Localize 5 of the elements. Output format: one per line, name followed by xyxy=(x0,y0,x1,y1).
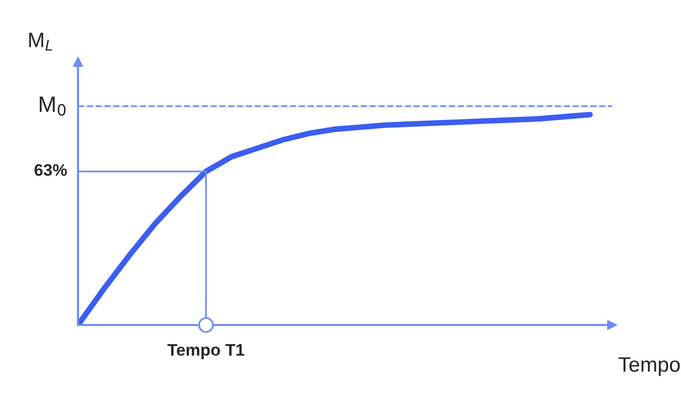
x-axis-title: Tempo xyxy=(618,357,680,376)
text: M$_{0}$ xyxy=(40,96,66,116)
text: Tempo T1 xyxy=(167,344,244,360)
y-axis-title: M$_{L}$ xyxy=(29,32,52,51)
text: 63% xyxy=(34,164,67,176)
